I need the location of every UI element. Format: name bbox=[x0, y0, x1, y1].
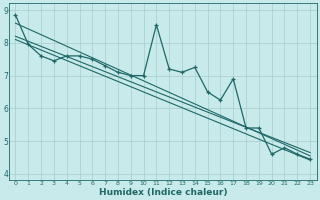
X-axis label: Humidex (Indice chaleur): Humidex (Indice chaleur) bbox=[99, 188, 227, 197]
